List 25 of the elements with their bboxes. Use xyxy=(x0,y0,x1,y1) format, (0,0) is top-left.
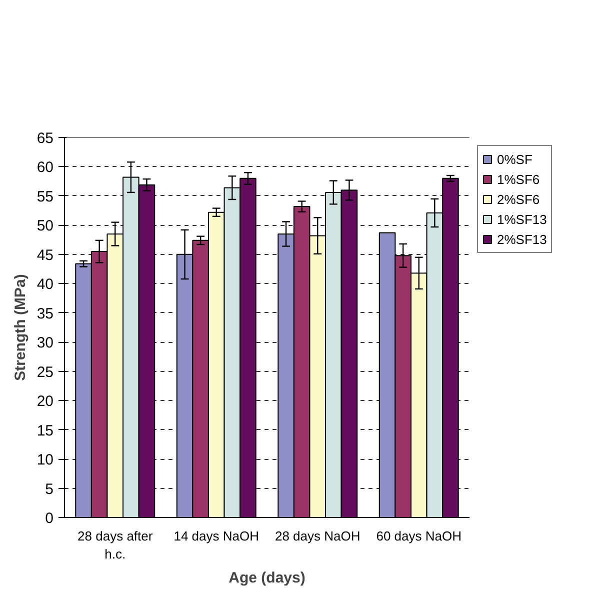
legend-label: 2%SF6 xyxy=(497,190,540,208)
y-tick-label: 25 xyxy=(36,364,54,381)
y-tick-label: 55 xyxy=(36,188,54,206)
y-tick-label: 30 xyxy=(36,334,54,352)
legend-label: 1%SF13 xyxy=(497,210,547,228)
y-tick-label: 10 xyxy=(36,452,54,469)
y-tick-label: 0 xyxy=(45,510,54,527)
y-tick-label: 20 xyxy=(36,393,54,410)
legend-label: 2%SF13 xyxy=(497,230,547,248)
y-tick-label: 60 xyxy=(36,159,54,176)
y-tick-label: 35 xyxy=(36,305,54,322)
y-tick-label: 15 xyxy=(36,422,54,440)
y-tick-label: 65 xyxy=(36,130,54,147)
legend-label: 1%SF6 xyxy=(497,170,540,188)
y-tick-label: 40 xyxy=(36,276,54,294)
x-tick-label: 14 days NaOH xyxy=(174,528,260,544)
x-tick-label: 28 days NaOH xyxy=(274,528,360,544)
x-tick-label: 60 days NaOH xyxy=(376,528,462,544)
x-axis-title: Age (days) xyxy=(228,570,306,586)
y-tick-label: 50 xyxy=(36,218,54,235)
y-tick-label: 45 xyxy=(36,246,54,264)
x-tick-label: 28 days after h.c. xyxy=(78,528,154,562)
legend-label: 0%SF xyxy=(497,150,532,168)
y-axis-title: Strength (MPa) xyxy=(12,274,29,381)
y-tick-label: 5 xyxy=(45,480,54,498)
